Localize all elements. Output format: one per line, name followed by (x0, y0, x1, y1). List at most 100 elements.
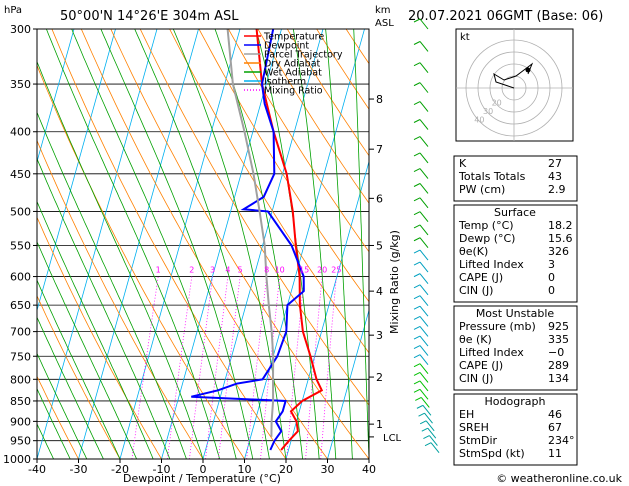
mixing-ratio-line (167, 276, 193, 459)
hodograph-ring-label: 40 (474, 116, 484, 125)
wind-barb-feather (413, 224, 421, 229)
mixing-ratio-line (131, 276, 159, 459)
hodograph-frame (455, 28, 574, 142)
wet-adiabat-line (37, 279, 121, 459)
row-label: Dewp (°C) (459, 232, 515, 245)
wind-barb-feather (416, 404, 424, 409)
wind-barb (430, 442, 440, 454)
pressure-tick-label: 550 (10, 240, 31, 253)
indices-panel: K 27 Totals Totals 43 PW (cm) 2.9 SurfaceTemp … (453, 155, 578, 466)
wet-adiabat-line (37, 111, 187, 459)
wind-barb-feather (413, 380, 421, 385)
wind-barb-feather (413, 82, 421, 87)
legend-entry: Parcel Trajectory (264, 50, 343, 61)
hodograph-ring-label: 30 (483, 107, 493, 116)
mixing-ratio-line (260, 276, 281, 459)
mixing-ratio-label: 10 (275, 266, 285, 275)
wind-barb-feather (413, 18, 421, 23)
wind-barb (419, 305, 429, 317)
isotherm-line (285, 160, 369, 459)
dry-adiabat-line (286, 29, 369, 157)
row-label: Temp (°C) (458, 219, 514, 232)
mixing-ratio-label: 5 (238, 266, 243, 275)
legend-entry: Mixing Ratio (264, 86, 323, 97)
km-tick-label: 5 (376, 240, 383, 253)
temperature-tick-label: 20 (279, 463, 293, 476)
legend-entry: Wet Adiabat (264, 68, 322, 79)
indices-table: K 27 Totals Totals 43 PW (cm) 2.9 (453, 155, 578, 202)
hpa-unit-label: hPa (4, 5, 22, 16)
pressure-tick-label: 850 (10, 395, 31, 408)
dry-adiabat-line (139, 29, 369, 406)
dry-adiabat-line (257, 29, 369, 204)
hodograph-table-title: Hodograph (485, 395, 546, 408)
wind-barb-feather (415, 396, 422, 401)
km-tick-label: 7 (376, 143, 383, 156)
pressure-tick-label: 350 (10, 78, 31, 91)
hodograph-table-box (453, 393, 578, 466)
wind-barb-feather (413, 249, 421, 254)
wind-barb-feather (423, 435, 430, 439)
row-label: Pressure (mb) (459, 320, 536, 333)
mixing-ratio-label: 3 (210, 266, 215, 275)
hodograph-table: Hodograph EH 46 SREH 67 StmDir 234° StmSpd (kt)… (453, 393, 578, 466)
location-header: 50°00'N 14°26'E 304m ASL (60, 9, 239, 24)
temperature-tick-label: 30 (321, 463, 335, 476)
wind-barb-feather (418, 412, 425, 417)
wind-barb (419, 372, 429, 383)
wind-barb-feather (413, 295, 421, 300)
wind-barb (424, 412, 433, 424)
km-unit-label: km (375, 5, 391, 16)
wind-barb-feather (419, 420, 427, 425)
row-label: Lifted Index (459, 258, 524, 271)
pressure-tick-label: 600 (10, 271, 31, 284)
isotherm-line (119, 29, 241, 459)
temperature-tick-label: 10 (238, 463, 252, 476)
dry-adiabat-line (37, 294, 121, 459)
wind-barb-feather (413, 305, 421, 310)
km-tick-label: 1 (376, 418, 383, 431)
wind-barbs (413, 18, 440, 454)
wind-barb-feather (413, 371, 421, 376)
temperature-tick-label: 0 (200, 463, 207, 476)
wind-barb (419, 41, 429, 52)
row-value: 134 (548, 372, 569, 385)
datetime-header: 20.07.2021 06GMT (Base: 06) (408, 9, 603, 24)
series-lines (191, 29, 324, 451)
row-value: 335 (548, 333, 569, 346)
km-tick-label: 6 (376, 192, 383, 205)
wet-adiabat-line (214, 29, 303, 459)
most-unstable-table-title: Most Unstable (476, 307, 555, 320)
wind-barb (419, 295, 429, 307)
dry-adiabat-line (37, 216, 162, 459)
wind-barb (419, 18, 429, 30)
row-label: SREH (459, 421, 489, 434)
pressure-tick-label: 800 (10, 373, 31, 386)
mixing-ratio-label: 25 (331, 266, 341, 275)
wet-adiabat-line (134, 29, 270, 459)
x-axis-label: Dewpoint / Temperature (°C) (123, 472, 281, 485)
wind-barb-feather (413, 325, 421, 330)
background-lines (37, 29, 629, 459)
temperature-tick-label: -40 (28, 463, 46, 476)
wind-barb (420, 397, 430, 408)
dry-adiabat-line (582, 29, 629, 459)
legend-entry: Dewpoint (264, 41, 309, 52)
km-tick-label: 8 (376, 93, 383, 106)
pressure-tick-label: 300 (10, 23, 31, 36)
wind-barb (419, 326, 429, 337)
wind-barb-feather (413, 101, 421, 105)
row-value: 15.6 (548, 232, 573, 245)
mixing-ratio-label: 4 (225, 266, 230, 275)
wind-barb (419, 380, 429, 392)
dry-adiabat-line (110, 29, 369, 459)
wind-barb (419, 62, 429, 73)
wind-barb (419, 284, 429, 296)
hodograph-unit: kt (460, 32, 470, 43)
row-value: 0 (548, 271, 555, 284)
row-value: 2.9 (548, 183, 566, 196)
most-unstable-table-box (453, 305, 578, 391)
wind-barb-feather (413, 345, 421, 349)
wind-barb (419, 119, 429, 130)
